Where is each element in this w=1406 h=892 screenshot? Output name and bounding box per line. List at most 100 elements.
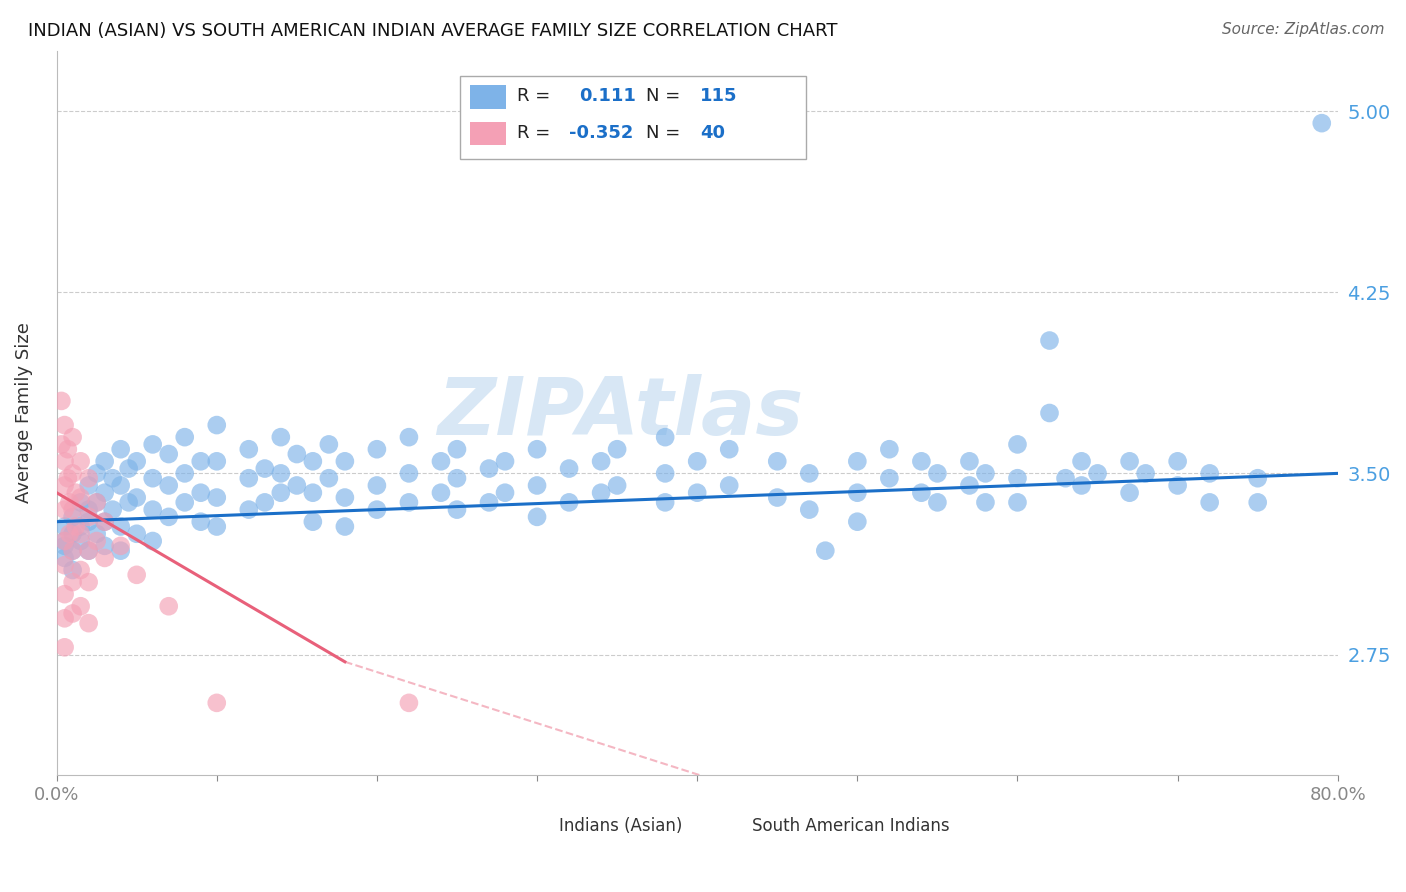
Point [53, 519, 76, 533]
Point [69, 534, 91, 549]
Text: N =: N = [645, 87, 681, 105]
Point [125, 454, 148, 468]
FancyBboxPatch shape [460, 76, 806, 160]
Point [446, 471, 468, 485]
Point [879, 442, 901, 457]
Point [959, 478, 981, 492]
Point [62, 575, 84, 590]
Point [606, 442, 628, 457]
Text: Source: ZipAtlas.com: Source: ZipAtlas.com [1222, 22, 1385, 37]
Point [398, 430, 420, 444]
Point [478, 495, 501, 509]
Point [58, 526, 80, 541]
Point [270, 467, 292, 481]
Point [93, 485, 115, 500]
Point [398, 467, 420, 481]
Point [558, 461, 581, 475]
FancyBboxPatch shape [471, 121, 506, 145]
Point [478, 461, 501, 475]
Point [302, 515, 325, 529]
Point [446, 442, 468, 457]
Text: R =: R = [516, 87, 550, 105]
Point [205, 491, 228, 505]
Point [53, 640, 76, 655]
Point [606, 478, 628, 492]
Point [69, 495, 91, 509]
Point [62, 563, 84, 577]
Point [53, 611, 76, 625]
Text: ZIPAtlas: ZIPAtlas [437, 374, 803, 452]
Point [558, 495, 581, 509]
Point [1038, 406, 1060, 420]
Point [591, 454, 613, 468]
Point [205, 418, 228, 433]
Point [686, 485, 709, 500]
Point [285, 447, 308, 461]
Point [101, 502, 124, 516]
Point [1007, 471, 1029, 485]
Point [65, 485, 87, 500]
Point [238, 471, 260, 485]
Point [53, 587, 76, 601]
Point [1135, 467, 1157, 481]
Point [142, 502, 165, 516]
Point [157, 447, 180, 461]
FancyBboxPatch shape [742, 816, 775, 837]
Point [142, 471, 165, 485]
Point [53, 502, 76, 516]
Point [77, 543, 100, 558]
Point [430, 454, 453, 468]
Point [51, 393, 73, 408]
Point [86, 467, 108, 481]
Point [77, 616, 100, 631]
Point [1070, 478, 1092, 492]
Point [93, 515, 115, 529]
Point [86, 495, 108, 509]
Point [86, 495, 108, 509]
FancyBboxPatch shape [471, 86, 506, 109]
Point [1007, 495, 1029, 509]
Text: South American Indians: South American Indians [752, 817, 949, 835]
Point [69, 454, 91, 468]
Point [125, 567, 148, 582]
Point [86, 526, 108, 541]
Point [62, 467, 84, 481]
Point [77, 471, 100, 485]
Point [118, 495, 141, 509]
Text: Indians (Asian): Indians (Asian) [558, 817, 682, 835]
Point [205, 454, 228, 468]
Point [1198, 495, 1220, 509]
Point [285, 478, 308, 492]
Point [53, 534, 76, 549]
Point [77, 502, 100, 516]
Point [77, 515, 100, 529]
Point [77, 509, 100, 524]
Point [62, 607, 84, 621]
Point [1247, 495, 1270, 509]
Point [591, 485, 613, 500]
Point [110, 519, 132, 533]
Point [62, 526, 84, 541]
Text: 0.111: 0.111 [579, 87, 636, 105]
Point [654, 495, 676, 509]
Point [1198, 467, 1220, 481]
Point [1167, 454, 1189, 468]
Point [238, 502, 260, 516]
Point [799, 502, 821, 516]
Point [53, 550, 76, 565]
Point [333, 519, 356, 533]
Point [125, 526, 148, 541]
Point [1310, 116, 1333, 130]
Y-axis label: Average Family Size: Average Family Size [15, 323, 32, 503]
Point [430, 485, 453, 500]
Point [366, 478, 388, 492]
Point [69, 491, 91, 505]
Point [238, 442, 260, 457]
Point [526, 509, 548, 524]
Point [398, 696, 420, 710]
Point [974, 467, 997, 481]
Point [910, 454, 932, 468]
Point [173, 467, 195, 481]
Point [253, 461, 276, 475]
Point [718, 442, 741, 457]
